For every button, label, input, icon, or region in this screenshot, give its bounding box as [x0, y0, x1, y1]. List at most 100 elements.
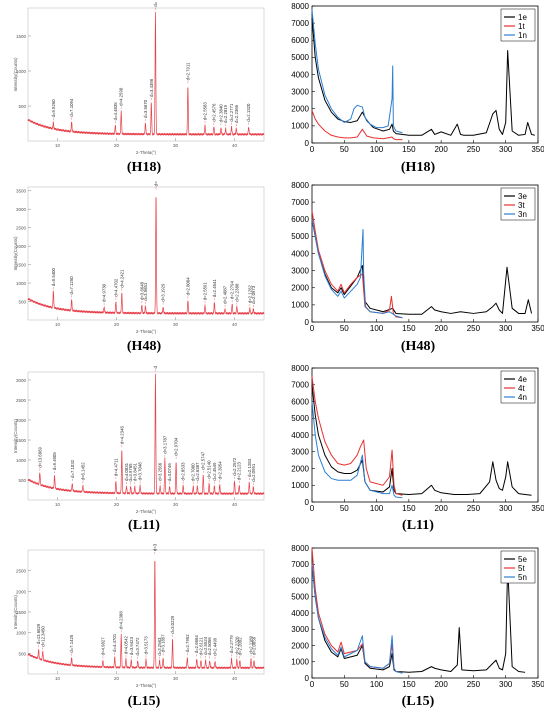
- x-tick-label: 200: [434, 680, 448, 689]
- series-line-5n: [311, 564, 403, 674]
- y-tick-label: 500: [18, 300, 26, 305]
- peak-label: d=2.3840: [218, 104, 223, 123]
- x-tick-label: 10: [55, 502, 61, 507]
- y-tick-label: 0: [305, 139, 310, 148]
- y-tick-label: 2500: [16, 569, 27, 574]
- x-tick-label: 200: [434, 324, 448, 333]
- x-tick-label: 20: [114, 502, 120, 507]
- legend-label-5e: 5e: [518, 555, 527, 564]
- y-tick-label: 4000: [291, 70, 309, 79]
- spectrum-chart-l15: 0 1000 2000 3000 4000 5000 6000 7000 8000 0 50 100 1…: [291, 544, 544, 689]
- peak-label: d=3.4398: [149, 78, 154, 97]
- peak-label: d=2.9704: [174, 437, 179, 456]
- y-tick-label: 0: [305, 318, 310, 327]
- series-line-3n: [311, 219, 403, 319]
- peak-label: d=3.0746: [167, 463, 172, 482]
- series-line-3e: [311, 219, 533, 315]
- plot-frame: [311, 184, 539, 323]
- xrd-chart-l15: 500 1000 1500 2000 2500 10 20 30 40 2-Theta(°) Int…: [13, 544, 265, 688]
- y-tick-label: 3500: [16, 189, 27, 194]
- peak-label: d=2.2771: [229, 103, 234, 122]
- caption-right-l11: (L11): [402, 518, 434, 533]
- xrd-pattern-line: [27, 373, 265, 495]
- x-tick-label: 350: [531, 504, 544, 513]
- y-tick-label: 500: [18, 478, 26, 483]
- peak-label: d=2.5591: [203, 282, 208, 301]
- y-tick-label: 3000: [291, 266, 309, 275]
- peak-label: d=2.4087: [223, 285, 228, 304]
- peak-label: d=2.3954: [217, 461, 222, 480]
- y-tick-label: 7000: [291, 381, 309, 390]
- x-tick-label: 250: [467, 504, 481, 513]
- peak-label: d=2.5140: [207, 460, 212, 479]
- y-tick-label: 1000: [16, 69, 27, 74]
- x-tick-label: 150: [402, 145, 416, 154]
- series-line-4t: [311, 376, 403, 496]
- y-tick-label: 1000: [16, 458, 27, 463]
- y-tick-label: 1000: [291, 122, 309, 131]
- x-tick-label: 50: [340, 680, 349, 689]
- peak-label: d=4.4835: [113, 102, 118, 121]
- y-tick-label: 1500: [16, 263, 27, 268]
- peak-label: d=7.1425: [69, 634, 74, 653]
- peak-label: d=4.2421: [119, 269, 124, 288]
- peak-label: d=3.1787: [162, 435, 167, 454]
- peak-label: d=7.1094: [69, 98, 74, 117]
- plot-frame: [27, 371, 265, 501]
- peak-label: d=2.7952: [185, 634, 190, 653]
- y-tick-label: 1000: [291, 481, 309, 490]
- y-tick-label: 1000: [291, 301, 309, 310]
- x-axis-label: 2-Theta(°): [136, 683, 157, 688]
- peak-label: d=2.5056: [207, 637, 212, 656]
- peak-label: d=2.2779: [229, 635, 234, 654]
- legend-label-3n: 3n: [518, 210, 527, 219]
- x-axis-label: 2-Theta(°): [136, 329, 157, 334]
- legend-label-4t: 4t: [518, 384, 525, 393]
- y-tick-label: 5000: [291, 232, 309, 241]
- peak-label: d=2.2794: [230, 280, 235, 299]
- x-tick-label: 150: [402, 680, 416, 689]
- peak-label: d=3.5173: [144, 636, 149, 655]
- y-tick-label: 7000: [291, 198, 309, 207]
- plot-frame: [311, 5, 539, 144]
- y-tick-label: 7000: [291, 19, 309, 28]
- y-tick-label: 1000: [16, 631, 27, 636]
- x-tick-label: 20: [114, 322, 120, 327]
- y-tick-label: 5000: [291, 414, 309, 423]
- caption-left-l15: (L15): [127, 694, 161, 709]
- peak-label: d=2.8533: [181, 462, 186, 481]
- x-tick-label: 350: [531, 680, 544, 689]
- peak-label: d=3.0229: [170, 615, 175, 634]
- peak-label: d=4.2346: [119, 426, 124, 445]
- caption-left-l11: (L11): [128, 518, 160, 533]
- y-tick-label: 4000: [291, 431, 309, 440]
- x-tick-label: 100: [370, 504, 384, 513]
- peak-label: d=4.4702: [113, 278, 118, 297]
- x-tick-label: 50: [340, 324, 349, 333]
- y-tick-label: 8000: [291, 181, 309, 190]
- x-tick-label: 20: [114, 143, 120, 148]
- legend-label-5n: 5n: [518, 573, 527, 582]
- peak-label: d=13.6629: [36, 623, 41, 644]
- xrd-chart-h18: 500 1000 1500 10 20 30 40 2-Theta(°) Intensity(C…: [13, 2, 265, 155]
- peak-label: d=2.5583: [203, 102, 208, 121]
- series-line-1n: [311, 9, 403, 134]
- peak-label: d=9.5260: [51, 99, 56, 118]
- peak-label: d=4.0831: [124, 462, 129, 481]
- peak-label: d=9.4905: [52, 452, 57, 471]
- x-tick-label: 350: [531, 324, 544, 333]
- legend-box: [500, 8, 536, 42]
- x-tick-label: 10: [55, 143, 61, 148]
- peak-label: d=2.2062: [237, 637, 242, 656]
- y-tick-label: 3000: [291, 448, 309, 457]
- peak-label: d=2.2123: [237, 462, 242, 481]
- y-tick-label: 2500: [16, 226, 27, 231]
- y-tick-label: 2000: [16, 418, 27, 423]
- peak-label: d=2.4576: [211, 103, 216, 122]
- peak-label: d=2.7000: [191, 463, 196, 482]
- peak-label: d=2.0973: [251, 285, 256, 304]
- y-tick-label: 4000: [291, 249, 309, 258]
- peak-label: d=2.2326: [234, 636, 239, 655]
- peak-label: d=3.1929: [161, 283, 166, 302]
- legend-label-1e: 1e: [518, 13, 527, 22]
